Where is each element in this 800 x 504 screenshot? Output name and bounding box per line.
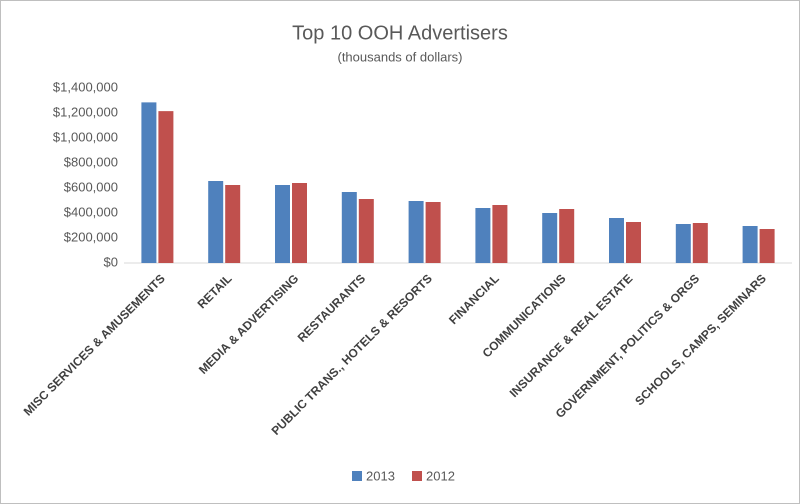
bar	[609, 218, 624, 263]
legend-label: 2013	[366, 468, 395, 483]
chart-subtitle: (thousands of dollars)	[337, 49, 462, 64]
bar	[141, 102, 157, 263]
y-tick-label: $400,000	[64, 204, 118, 219]
y-tick-label: $1,000,000	[53, 129, 118, 144]
bar	[492, 205, 508, 263]
y-tick-label: $600,000	[64, 179, 118, 194]
bar	[675, 224, 691, 263]
bar	[626, 222, 641, 263]
y-tick-label: $0	[104, 254, 118, 269]
legend-swatch	[352, 471, 362, 481]
bar	[208, 181, 224, 263]
bar	[542, 213, 558, 263]
bar	[292, 183, 307, 263]
bar	[425, 202, 441, 263]
y-tick-label: $1,200,000	[53, 104, 118, 119]
y-tick-label: $800,000	[64, 154, 118, 169]
bar	[341, 192, 357, 263]
bar	[158, 111, 174, 263]
legend-label: 2012	[426, 468, 455, 483]
bar	[225, 185, 241, 263]
bar	[759, 229, 775, 263]
bar	[475, 208, 491, 263]
legend-swatch	[412, 471, 422, 481]
bar	[358, 199, 374, 263]
chart-title: Top 10 OOH Advertisers	[292, 22, 508, 44]
y-tick-label: $200,000	[64, 229, 118, 244]
bar	[559, 209, 575, 263]
bar	[275, 185, 290, 263]
bar	[692, 223, 708, 263]
bar	[408, 201, 424, 263]
bar	[742, 226, 758, 263]
y-tick-label: $1,400,000	[53, 79, 118, 94]
